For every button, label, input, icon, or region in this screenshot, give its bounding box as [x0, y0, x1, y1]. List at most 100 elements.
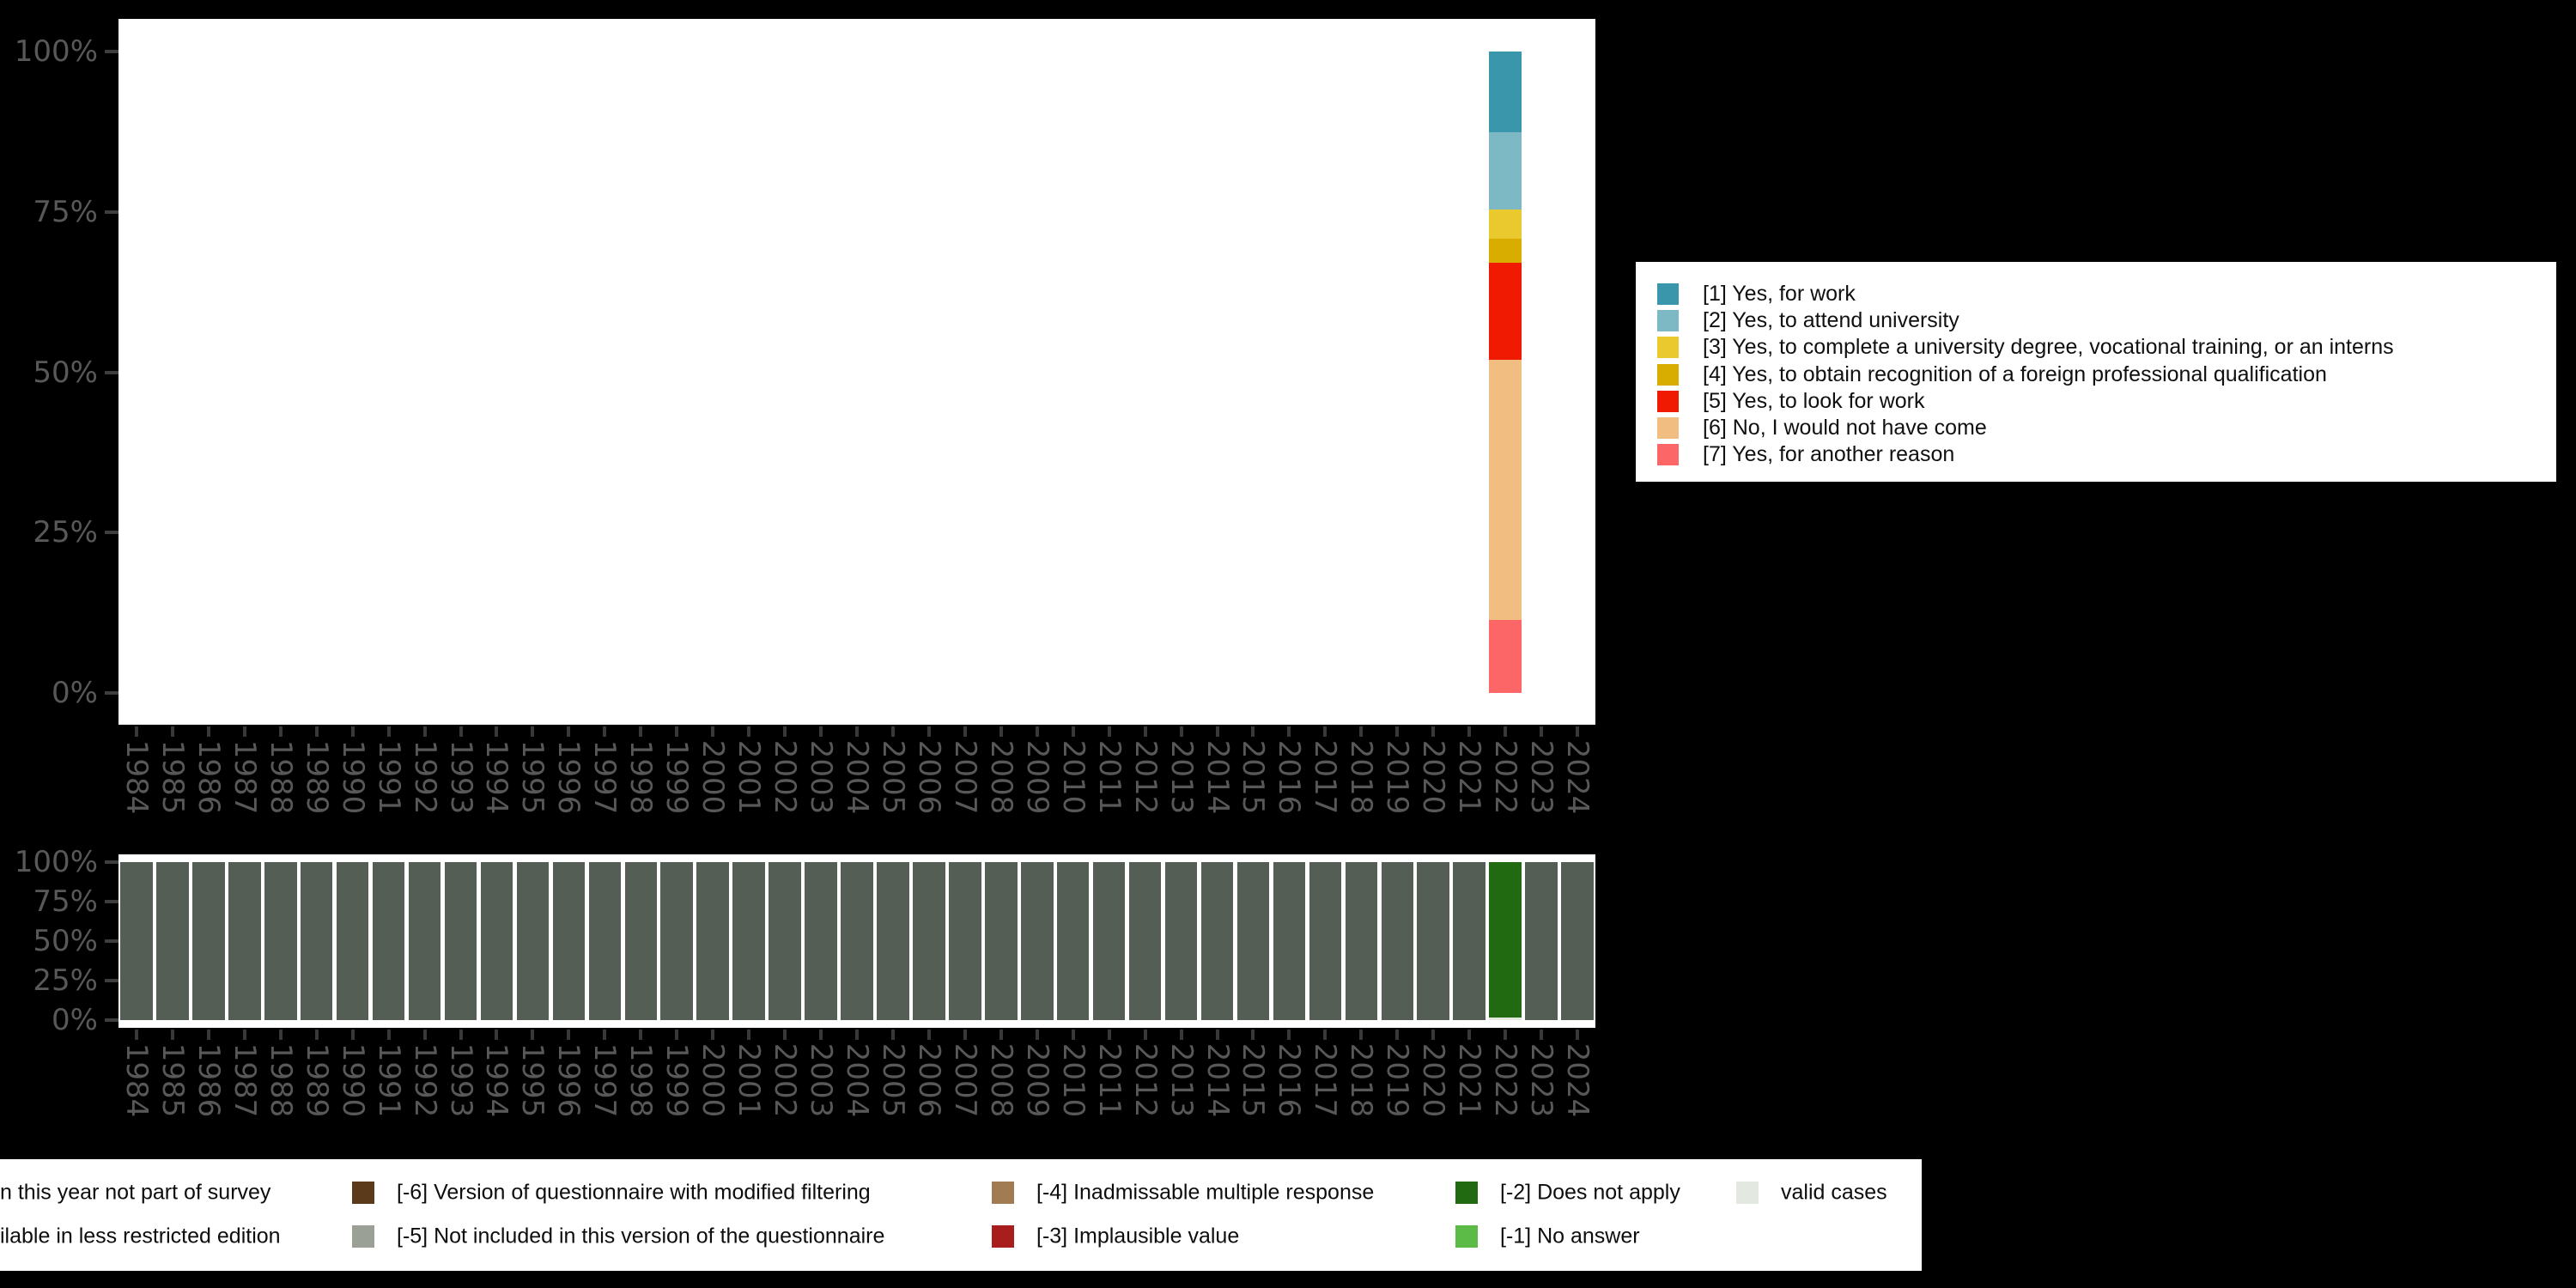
x-axis-tick	[1107, 726, 1111, 737]
x-axis-year-label: 1996	[551, 1042, 586, 1118]
y-axis-tick	[105, 1018, 118, 1022]
legend-item: [1] Yes, for work	[1636, 281, 2556, 307]
x-axis-tick	[711, 726, 715, 737]
x-axis-year-label: 2010	[1055, 1042, 1091, 1118]
x-axis-tick	[459, 1030, 463, 1040]
legend-label: n this year not part of survey	[0, 1180, 271, 1205]
x-axis-tick	[855, 726, 859, 737]
x-axis-year-label: 2000	[696, 1042, 731, 1118]
x-axis-year-label: 2006	[911, 739, 946, 815]
legend-label: valid cases	[1781, 1180, 1887, 1205]
x-axis-tick	[567, 1030, 571, 1040]
bar-segment	[1489, 209, 1522, 240]
bar-segment	[1489, 132, 1522, 210]
bar-segment	[1489, 262, 1522, 361]
legend-swatch	[1657, 310, 1679, 332]
x-axis-year-label: 1995	[515, 739, 550, 815]
x-axis-tick	[1179, 1030, 1183, 1040]
x-axis-tick	[747, 726, 751, 737]
legend-label: [-1] No answer	[1500, 1224, 1640, 1249]
x-axis-year-label: 2002	[768, 739, 803, 815]
x-axis-tick	[422, 726, 427, 737]
y-axis-tick	[105, 691, 118, 695]
bar-segment	[1200, 862, 1234, 1020]
x-axis-year-label: 2010	[1055, 739, 1091, 815]
x-axis-year-label: 2017	[1308, 739, 1343, 815]
y-axis-tick	[105, 900, 118, 903]
y-axis-tick-label: 25%	[33, 515, 98, 550]
x-axis-year-label: 1990	[335, 739, 370, 815]
x-axis-tick	[603, 1030, 607, 1040]
bar-segment	[1489, 52, 1522, 133]
x-axis-tick	[314, 1030, 319, 1040]
x-axis-tick	[1359, 726, 1364, 737]
x-axis-year-label: 2015	[1236, 739, 1271, 815]
x-axis-tick	[170, 726, 174, 737]
legend-swatch	[352, 1225, 374, 1248]
legend-swatch	[1657, 363, 1679, 386]
y-axis-tick	[105, 370, 118, 374]
x-axis-year-label: 1998	[623, 739, 659, 815]
x-axis-tick	[206, 1030, 210, 1040]
x-axis-tick	[1035, 1030, 1039, 1040]
legend-label: [-3] Implausible value	[1036, 1224, 1240, 1249]
x-axis-tick	[1467, 726, 1472, 737]
bar-segment	[300, 862, 333, 1020]
bar-segment	[1489, 1017, 1522, 1020]
legend-item: [7] Yes, for another reason	[1636, 441, 2556, 468]
x-axis-tick	[819, 1030, 823, 1040]
x-axis-tick	[1431, 726, 1436, 737]
x-axis-year-label: 1993	[443, 739, 478, 815]
x-axis-tick	[350, 1030, 355, 1040]
x-axis-year-label: 2019	[1380, 739, 1415, 815]
bar-segment	[769, 862, 801, 1020]
x-axis-tick	[1251, 726, 1255, 737]
bar-segment	[877, 862, 909, 1020]
y-axis-tick-label: 75%	[33, 884, 98, 919]
x-axis-year-label: 2008	[983, 1042, 1018, 1118]
x-axis-year-label: 1984	[118, 1042, 154, 1118]
x-axis-tick	[531, 726, 535, 737]
x-axis-year-label: 2004	[840, 1042, 874, 1118]
x-axis-year-label: 1996	[551, 739, 586, 815]
legend-swatch	[1736, 1182, 1759, 1204]
x-axis-year-label: 1990	[335, 1042, 370, 1118]
x-axis-year-label: 2003	[804, 1042, 839, 1118]
x-axis-year-label: 1988	[263, 739, 298, 815]
bar-segment	[228, 862, 261, 1020]
x-axis-tick	[963, 726, 967, 737]
bar-segment	[1236, 862, 1270, 1020]
x-axis-year-label: 1997	[587, 739, 623, 815]
x-axis-year-label: 2018	[1344, 739, 1379, 815]
x-axis-year-label: 2012	[1127, 739, 1163, 815]
x-axis-tick	[242, 1030, 246, 1040]
legend-item: [3] Yes, to complete a university degree…	[1636, 334, 2556, 361]
x-axis-tick	[1179, 726, 1183, 737]
x-axis-year-label: 2019	[1380, 1042, 1415, 1118]
y-axis-tick-label: 100%	[14, 34, 98, 69]
x-axis-tick	[927, 726, 931, 737]
bar-segment	[516, 862, 550, 1020]
legend-swatch	[1657, 417, 1679, 440]
x-axis-year-label: 1993	[443, 1042, 478, 1118]
x-axis-tick	[999, 1030, 1003, 1040]
x-axis-tick	[1395, 1030, 1400, 1040]
x-axis-tick	[1143, 1030, 1147, 1040]
legend-label: [3] Yes, to complete a university degree…	[1703, 335, 2394, 360]
x-axis-tick	[1504, 1030, 1508, 1040]
bar-segment	[1056, 862, 1090, 1020]
x-axis-year-label: 2011	[1091, 739, 1127, 815]
x-axis-tick	[386, 726, 391, 737]
bar-segment	[1092, 862, 1126, 1020]
x-axis-year-label: 2023	[1524, 739, 1559, 815]
x-axis-year-label: 1985	[155, 1042, 190, 1118]
x-axis-tick	[999, 726, 1003, 737]
legend-swatch	[1657, 390, 1679, 412]
x-axis-year-label: 1987	[227, 739, 262, 815]
x-axis-tick	[350, 726, 355, 737]
x-axis-tick	[639, 1030, 643, 1040]
x-axis-year-label: 2016	[1272, 1042, 1307, 1118]
x-axis-tick	[1215, 726, 1219, 737]
x-axis-year-label: 1999	[659, 739, 695, 815]
x-axis-tick	[1576, 726, 1580, 737]
